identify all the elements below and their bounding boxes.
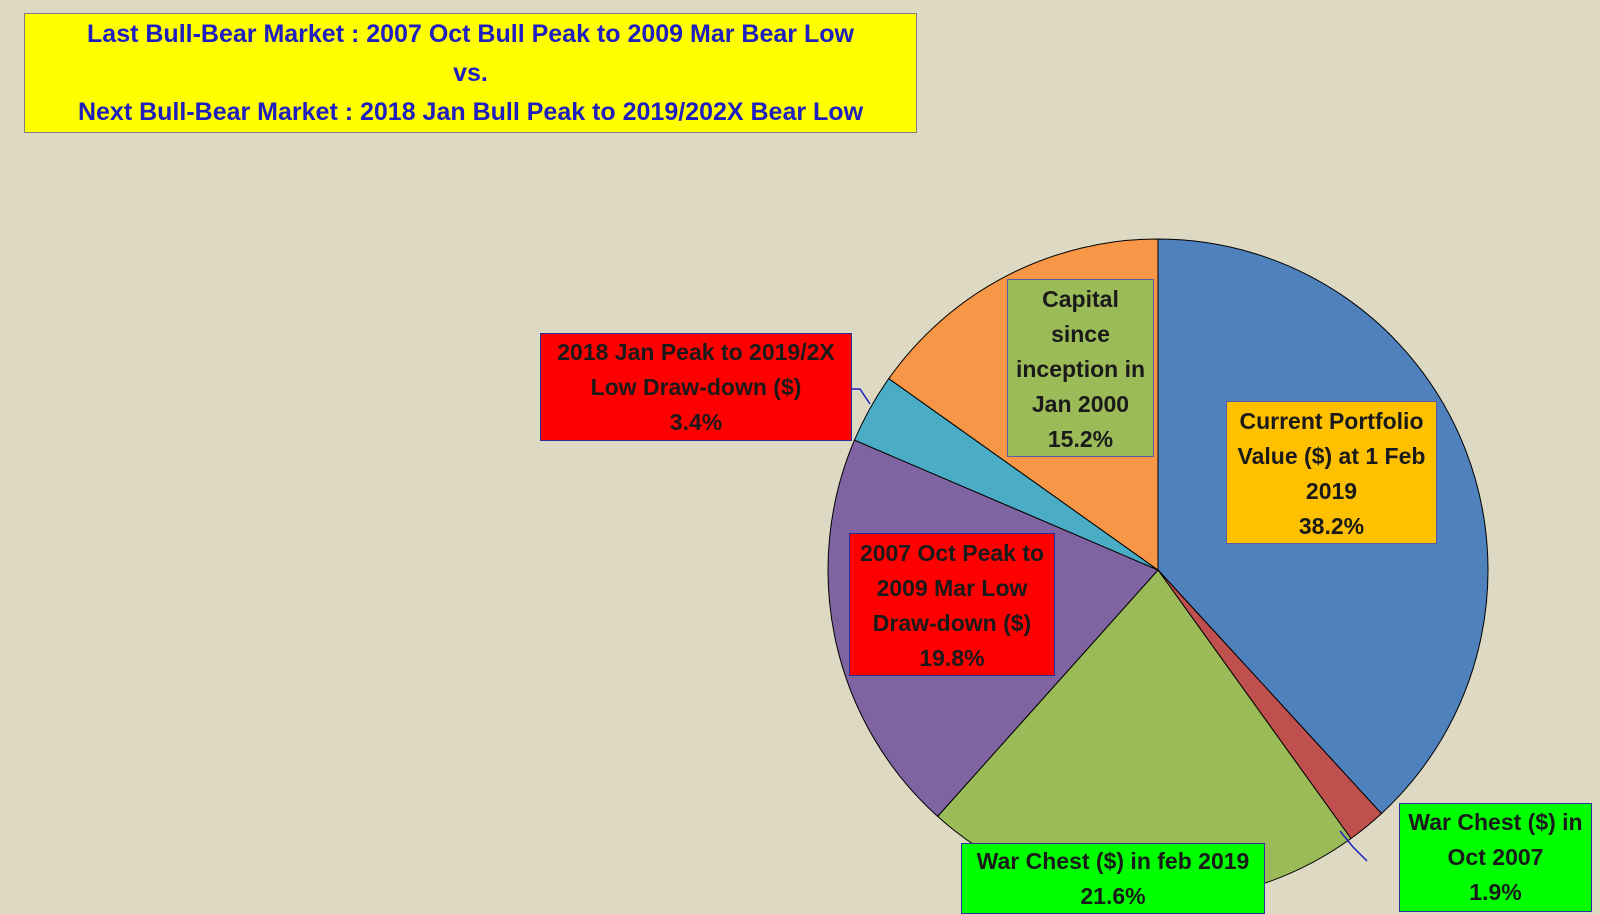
- chart-title-line-3: Next Bull-Bear Market : 2018 Jan Bull Pe…: [77, 98, 864, 126]
- data-label-capital-line-2: since: [1051, 321, 1110, 347]
- data-label-draw-down-2007-percent: 19.8%: [919, 645, 985, 671]
- data-label-current-portfolio-line-1: Current Portfolio: [1239, 408, 1424, 434]
- data-label-current-portfolio: Current Portfolio Value ($) at 1 Feb 201…: [1226, 401, 1437, 544]
- data-label-capital-line-3: inception in: [1015, 356, 1146, 382]
- data-label-capital-percent: 15.2%: [1047, 426, 1114, 452]
- chart-title-line-1: Last Bull-Bear Market : 2007 Oct Bull Pe…: [87, 20, 854, 48]
- data-label-draw-down-2018-line-2: Low Draw-down ($): [590, 374, 802, 400]
- chart-title-line-2: vs.: [453, 59, 488, 87]
- data-label-draw-down-2007-line-2: 2009 Mar Low: [876, 575, 1028, 601]
- data-label-war-chest-oct-2007-line-2: Oct 2007: [1447, 844, 1544, 870]
- data-label-current-portfolio-percent: 38.2%: [1298, 513, 1365, 539]
- data-label-war-chest-oct-2007-percent: 1.9%: [1469, 879, 1522, 905]
- chart-title-box: Last Bull-Bear Market : 2007 Oct Bull Pe…: [24, 13, 917, 133]
- leader-lines: [852, 388, 1368, 862]
- data-label-draw-down-2018-percent: 3.4%: [669, 409, 723, 435]
- data-label-war-chest-feb-2019-percent: 21.6%: [1080, 883, 1146, 909]
- data-label-capital-since-inception: Capital since inception in Jan 2000 15.2…: [1007, 279, 1154, 457]
- leader-line-war-chest-2007: [1339, 830, 1368, 862]
- data-label-draw-down-2007-line-3: Draw-down ($): [872, 610, 1032, 636]
- data-label-current-portfolio-line-3: 2019: [1305, 478, 1358, 504]
- data-label-current-portfolio-line-2: Value ($) at 1 Feb: [1237, 443, 1426, 469]
- data-label-war-chest-oct-2007: War Chest ($) in Oct 2007 1.9%: [1399, 803, 1592, 912]
- data-label-draw-down-2018-line-1: 2018 Jan Peak to 2019/2X: [557, 339, 835, 365]
- data-label-capital-line-1: Capital: [1042, 286, 1119, 312]
- leader-line-draw-down-2018: [852, 388, 871, 405]
- data-label-war-chest-oct-2007-line-1: War Chest ($) in: [1408, 809, 1583, 835]
- data-label-draw-down-2018: 2018 Jan Peak to 2019/2X Low Draw-down (…: [540, 333, 852, 441]
- data-label-capital-line-4: Jan 2000: [1031, 391, 1130, 417]
- data-label-draw-down-2007: 2007 Oct Peak to 2009 Mar Low Draw-down …: [849, 533, 1055, 676]
- data-label-war-chest-feb-2019-line-1: War Chest ($) in feb 2019: [976, 848, 1250, 874]
- data-label-war-chest-feb-2019: War Chest ($) in feb 2019 21.6%: [961, 843, 1265, 914]
- data-label-draw-down-2007-line-1: 2007 Oct Peak to: [859, 540, 1045, 566]
